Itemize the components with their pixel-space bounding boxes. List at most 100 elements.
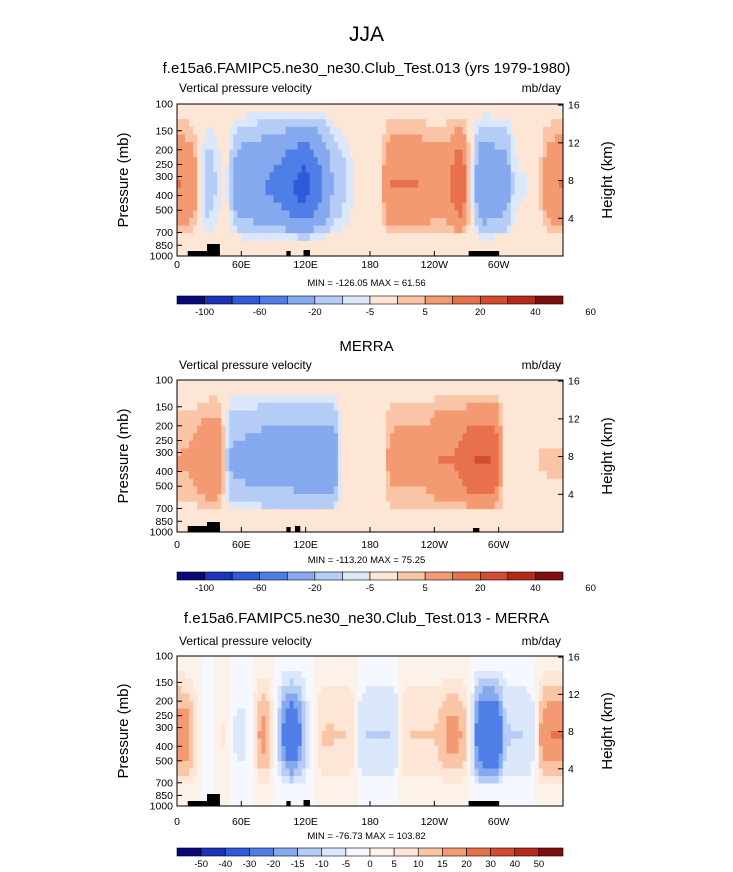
contour-cell: [546, 456, 552, 465]
contour-cell: [229, 233, 234, 242]
contour-cell: [450, 134, 456, 143]
contour-cell: [522, 380, 528, 389]
contour-cell: [265, 791, 271, 800]
contour-cell: [269, 395, 275, 404]
contour-cell: [370, 225, 375, 234]
contour-cell: [197, 761, 202, 770]
contour-cell: [486, 142, 492, 151]
contour-cell: [349, 776, 355, 785]
contour-cell: [341, 776, 347, 785]
contour-cell: [213, 671, 218, 680]
contour-cell: [414, 486, 419, 495]
contour-cell: [554, 494, 560, 503]
contour-cell: [514, 164, 520, 173]
contour-cell: [374, 663, 379, 672]
contour-cell: [365, 111, 371, 120]
contour-cell: [317, 524, 323, 533]
contour-cell: [213, 761, 218, 770]
contour-cell: [205, 776, 210, 785]
contour-cell: [241, 433, 246, 442]
contour-cell: [177, 486, 182, 495]
contour-cell: [398, 478, 403, 487]
contour-cell: [550, 410, 556, 419]
contour-cell: [434, 425, 439, 434]
contour-cell: [193, 149, 198, 158]
contour-cell: [490, 134, 496, 143]
contour-cell: [193, 663, 198, 672]
contour-cell: [341, 678, 347, 687]
contour-cell: [249, 240, 254, 249]
contour-cell: [277, 671, 283, 680]
contour-cell: [201, 202, 206, 211]
contour-cell: [382, 111, 387, 120]
contour-cell: [277, 798, 283, 807]
contour-cell: [317, 218, 323, 227]
contour-cell: [378, 448, 383, 457]
contour-cell: [438, 395, 443, 404]
contour-cell: [261, 478, 267, 487]
contour-cell: [410, 395, 415, 404]
contour-cell: [406, 387, 411, 396]
contour-cell: [277, 157, 283, 166]
contour-cell: [402, 440, 407, 449]
contour-cell: [454, 149, 460, 158]
contour-cell: [333, 111, 339, 120]
contour-cell: [438, 157, 443, 166]
contour-cell: [313, 157, 319, 166]
contour-cell: [209, 104, 214, 113]
contour-cell: [317, 104, 323, 113]
contour-cell: [438, 425, 443, 434]
contour-cell: [478, 225, 484, 234]
y-tick-label: 500: [155, 205, 173, 217]
contour-cell: [466, 187, 472, 196]
contour-cell: [333, 768, 339, 777]
contour-cell: [185, 746, 190, 755]
contour-cell: [337, 686, 343, 695]
contour-cell: [390, 516, 395, 525]
contour-cell: [201, 768, 206, 777]
contour-cell: [261, 126, 267, 135]
contour-cell: [337, 149, 343, 158]
contour-cell: [313, 195, 319, 204]
contour-cell: [394, 187, 399, 196]
contour-cell: [402, 387, 407, 396]
y2-tick-label: 12: [568, 137, 580, 149]
contour-cell: [446, 172, 452, 181]
contour-cell: [217, 134, 222, 143]
contour-cell: [446, 478, 452, 487]
contour-cell: [390, 494, 395, 503]
contour-cell: [361, 678, 367, 687]
contour-cell: [370, 798, 375, 807]
contour-cell: [205, 693, 210, 702]
contour-cell: [329, 516, 335, 525]
contour-cell: [438, 486, 443, 495]
contour-cell: [506, 225, 512, 234]
contour-cell: [546, 516, 552, 525]
contour-cell: [374, 656, 379, 665]
contour-cell: [197, 708, 202, 717]
contour-cell: [233, 738, 238, 747]
contour-cell: [201, 701, 206, 710]
contour-cell: [526, 440, 532, 449]
contour-cell: [357, 440, 363, 449]
contour-cell: [313, 142, 319, 151]
contour-cell: [357, 716, 363, 725]
contour-cell: [361, 701, 367, 710]
contour-cell: [498, 516, 504, 525]
contour-cell: [229, 395, 234, 404]
contour-cell: [237, 731, 242, 740]
contour-cell: [269, 663, 275, 672]
contour-cell: [353, 478, 359, 487]
contour-cell: [494, 202, 500, 211]
contour-cell: [482, 225, 488, 234]
contour-cell: [550, 248, 556, 257]
contour-cell: [438, 119, 443, 128]
contour-cell: [257, 768, 263, 777]
contour-cell: [277, 791, 283, 800]
contour-cell: [249, 410, 254, 419]
contour-cell: [265, 686, 271, 695]
contour-cell: [261, 723, 267, 732]
contour-cell: [309, 157, 315, 166]
contour-cell: [450, 240, 456, 249]
contour-cell: [237, 783, 242, 792]
